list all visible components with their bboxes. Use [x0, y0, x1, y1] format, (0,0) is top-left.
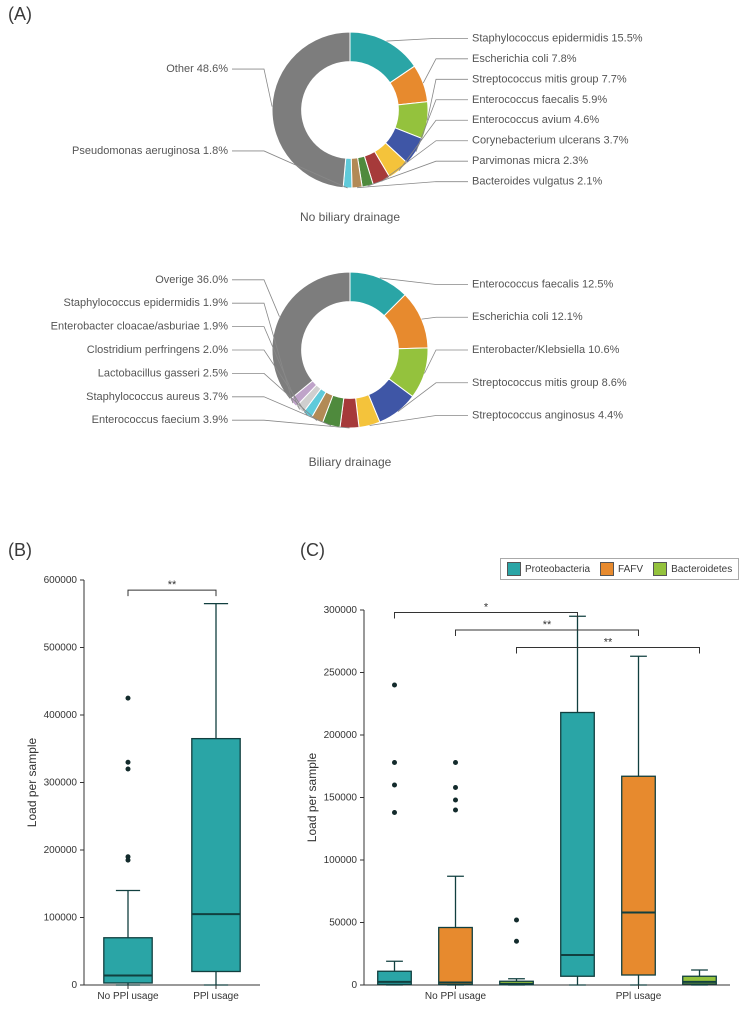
- svg-text:0: 0: [351, 980, 357, 991]
- svg-text:*: *: [484, 602, 489, 614]
- svg-text:200000: 200000: [324, 730, 358, 741]
- box: [561, 713, 595, 977]
- box: [622, 776, 656, 975]
- svg-text:PPl usage: PPl usage: [616, 991, 662, 1002]
- donut-slice-label: Enterobacter/Klebsiella 10.6%: [472, 344, 620, 356]
- donut-slice-label: Streptococcus anginosus 4.4%: [472, 410, 623, 422]
- donut-slice-label: Streptococcus mitis group 7.7%: [472, 73, 627, 85]
- donut-slice-label: Parvimonas micra 2.3%: [472, 155, 588, 167]
- svg-text:150000: 150000: [324, 793, 358, 804]
- svg-text:**: **: [168, 579, 177, 591]
- donut-slice-label: Escherichia coli 7.8%: [472, 53, 577, 65]
- legend-item: Proteobacteria: [507, 562, 590, 576]
- donut-slice-label: Enterococcus faecalis 5.9%: [472, 94, 607, 106]
- svg-text:100000: 100000: [324, 855, 358, 866]
- donut-slice-label: Escherichia coli 12.1%: [472, 311, 583, 323]
- donut-slice-label: Enterococcus avium 4.6%: [472, 114, 599, 126]
- svg-text:200000: 200000: [44, 845, 78, 856]
- figure-page: { "panelA": { "label": "(A)", "donut1": …: [0, 0, 750, 1034]
- svg-text:300000: 300000: [44, 778, 78, 789]
- donut-slice-label: Staphylococcus aureus 3.7%: [86, 391, 228, 403]
- donut-slice-label: Bacteroides vulgatus 2.1%: [472, 176, 602, 188]
- donut2-caption: Biliary drainage: [250, 455, 450, 469]
- donut-slice-label: Staphylococcus epidermidis 15.5%: [472, 32, 643, 44]
- panel-b-label: (B): [8, 540, 32, 561]
- svg-text:100000: 100000: [44, 913, 78, 924]
- svg-text:PPl usage: PPl usage: [193, 991, 239, 1002]
- donut-slice-label: Other 48.6%: [166, 63, 228, 75]
- donut-slice-label: Overige 36.0%: [155, 274, 228, 286]
- donut-slice-label: Corynebacterium ulcerans 3.7%: [472, 135, 629, 147]
- svg-text:400000: 400000: [44, 710, 78, 721]
- box: [192, 739, 240, 972]
- svg-text:**: **: [543, 619, 552, 631]
- donut-slice-label: Lactobacillus gasseri 2.5%: [98, 367, 228, 379]
- donut-slice-label: Pseudomonas aeruginosa 1.8%: [72, 145, 228, 157]
- svg-text:0: 0: [71, 980, 77, 991]
- svg-text:No PPl usage: No PPl usage: [425, 991, 487, 1002]
- panel-c-legend: Proteobacteria FAFV Bacteroidetes: [500, 558, 739, 580]
- donut-slice-label: Streptococcus mitis group 8.6%: [472, 377, 627, 389]
- svg-text:300000: 300000: [324, 605, 358, 616]
- donut1-caption: No biliary drainage: [250, 210, 450, 224]
- svg-text:250000: 250000: [324, 668, 358, 679]
- svg-text:Load per sample: Load per sample: [305, 752, 319, 842]
- svg-text:500000: 500000: [44, 643, 78, 654]
- svg-text:No PPl usage: No PPl usage: [97, 991, 159, 1002]
- donut-slice-label: Enterobacter cloacae/asburiae 1.9%: [51, 321, 229, 333]
- box: [439, 928, 473, 985]
- svg-text:50000: 50000: [329, 918, 357, 929]
- panel-c-label: (C): [300, 540, 325, 561]
- donut-slice-label: Clostridium perfringens 2.0%: [87, 344, 228, 356]
- svg-text:600000: 600000: [44, 575, 78, 586]
- donut-slice-label: Staphylococcus epidermidis 1.9%: [64, 297, 229, 309]
- svg-text:**: **: [604, 637, 613, 649]
- donut-slice-label: Enterococcus faecium 3.9%: [92, 414, 229, 426]
- legend-item: Bacteroidetes: [653, 562, 732, 576]
- legend-item: FAFV: [600, 562, 643, 576]
- donut-slice-label: Enterococcus faecalis 12.5%: [472, 278, 613, 290]
- svg-text:Load per sample: Load per sample: [25, 737, 39, 827]
- donut-slice: [272, 32, 350, 188]
